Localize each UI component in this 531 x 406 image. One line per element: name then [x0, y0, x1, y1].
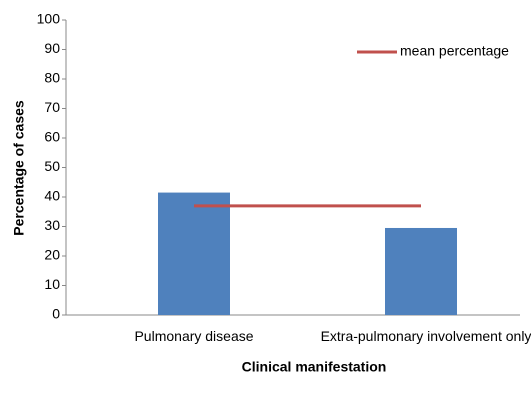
x-axis-title: Clinical manifestation [242, 359, 387, 375]
y-tick-label: 0 [52, 306, 60, 322]
y-tick-label: 30 [44, 217, 60, 233]
y-axis-title: Percentage of cases [11, 100, 27, 236]
y-tick-label: 50 [44, 158, 60, 174]
y-tick-label: 80 [44, 70, 60, 86]
y-tick-label: 60 [44, 129, 60, 145]
x-tick-label: Pulmonary disease [134, 328, 254, 344]
bar [158, 192, 230, 315]
legend-label: mean percentage [400, 43, 509, 59]
y-tick-label: 40 [44, 188, 60, 204]
x-tick-label: Extra-pulmonary involvement only [320, 328, 531, 344]
y-tick-label: 20 [44, 247, 60, 263]
y-tick-label: 100 [37, 11, 61, 27]
y-tick-label: 90 [44, 40, 60, 56]
y-tick-label: 10 [44, 276, 60, 292]
bar [385, 227, 457, 315]
y-tick-label: 70 [44, 99, 60, 115]
